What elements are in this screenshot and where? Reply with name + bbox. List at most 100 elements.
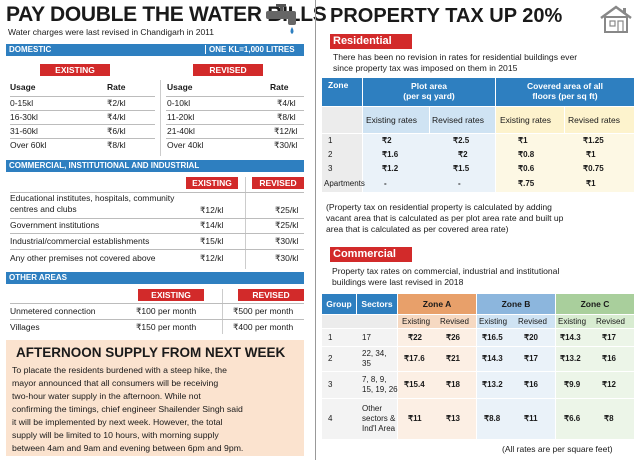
col-rate-existing: Rate (107, 82, 126, 92)
table-cell: 15, 19, 26 (362, 385, 398, 394)
existing-label: Existing (402, 317, 431, 326)
list-item: Unmetered connection (10, 306, 96, 316)
table-cell: ₹14.3 (560, 333, 581, 342)
existing-rates-label: Existing rates (500, 115, 552, 125)
table-cell: ₹16.5 (482, 333, 503, 342)
residential-note: area that is calculated as per covered a… (326, 224, 509, 234)
table-cell: ₹8 (604, 414, 614, 423)
table-cell: ₹17 (524, 354, 538, 363)
table-cell: Ind'l Area (362, 424, 396, 433)
afternoon-line: between 4am and 9am and evening between … (12, 443, 244, 453)
plot-area-header: Plot area (per sq yard) (363, 78, 495, 106)
col-rate-revised: Rate (270, 82, 289, 92)
revised-label: Revised (440, 317, 469, 326)
table-cell: ₹2 (382, 136, 392, 145)
table-cell: ₹21 (446, 354, 460, 363)
existing-label: Existing (558, 317, 587, 326)
table-cell: ₹1.25 (583, 136, 604, 145)
col-usage-revised: Usage (167, 82, 193, 92)
table-cell: ₹30/kl (275, 236, 299, 246)
residential-label: Residential (330, 34, 412, 49)
plot-area-label: Plot area (411, 81, 447, 91)
table-cell: ₹12 (602, 380, 616, 389)
covered-area-header: Covered area of all floors (per sq ft) (496, 78, 634, 106)
afternoon-line: it will be implemented by next week. How… (12, 417, 223, 427)
revised-label: Revised (518, 317, 547, 326)
col-group: Group (322, 294, 356, 314)
water-title: PAY DOUBLE THE WATER BILLS (6, 3, 327, 26)
table-cell: ₹500 per month (233, 306, 294, 316)
table-row: Over 60kl (10, 140, 47, 150)
table-cell: ₹0.6 (518, 164, 535, 173)
list-item: Educational institutes, hospitals, commu… (10, 193, 175, 214)
table-row: Apartments (324, 179, 365, 188)
table-row: 16-30kl (10, 112, 38, 122)
residential-note: vacant area that is calculated as per pl… (326, 213, 564, 223)
table-cell: ₹4/kl (107, 112, 126, 122)
table-cell: ₹1 (586, 150, 596, 159)
col-sectors: Sectors (357, 294, 397, 314)
domestic-revised-label: REVISED (193, 64, 263, 76)
residential-note: (Property tax on residential property is… (326, 202, 552, 212)
table-cell: ₹25/kl (275, 220, 299, 230)
table-cell: ₹11 (524, 414, 538, 423)
zone-b-header: Zone B (477, 294, 555, 314)
table-cell: ₹20 (524, 333, 538, 342)
zone-a-header: Zone A (398, 294, 476, 314)
table-cell: 17 (362, 333, 371, 342)
residential-table: Zone Plot area (per sq yard) Covered are… (322, 78, 634, 194)
domestic-existing-label: EXISTING (40, 64, 110, 76)
table-cell: ₹8/kl (107, 140, 126, 150)
table-row: 4 (328, 414, 333, 423)
revised-rates-label: Revised rates (568, 115, 620, 125)
other-revised-label: REVISED (238, 289, 304, 301)
table-row: 2 (328, 354, 333, 363)
table-cell: ₹2.5 (453, 136, 470, 145)
afternoon-line: supply will be limited to 10 hours, with… (12, 430, 219, 440)
commercial-header: COMMERCIAL, INSTITUTIONAL AND INDUSTRIAL (6, 160, 304, 172)
commercial-footnote: (All rates are per square feet) (502, 444, 613, 454)
table-cell: ₹1.2 (382, 164, 399, 173)
table-cell: ₹12/kl (274, 126, 298, 136)
table-cell: ₹13 (446, 414, 460, 423)
house-icon (598, 4, 634, 34)
table-cell: ₹11 (408, 414, 422, 423)
table-row: 2 (328, 150, 333, 159)
table-row: 11-20kl (167, 112, 195, 122)
table-row: Over 40kl (167, 140, 204, 150)
table-cell: ₹30/kl (275, 253, 299, 263)
table-cell: 7, 8, 9, (362, 375, 387, 384)
table-row: 21-40kl (167, 126, 195, 136)
table-cell: ₹8/kl (277, 112, 296, 122)
other-areas-header: OTHER AREAS (6, 272, 304, 284)
afternoon-heading: AFTERNOON SUPPLY FROM NEXT WEEK (16, 345, 286, 360)
commercial-revised-label: REVISED (252, 177, 304, 189)
table-cell: ₹400 per month (233, 322, 294, 332)
table-cell: ₹14/kl (200, 220, 224, 230)
water-subtitle: Water charges were last revised in Chand… (8, 27, 214, 37)
table-cell: ₹8.8 (484, 414, 501, 423)
commercial-label: Commercial (330, 247, 412, 262)
residential-intro: There has been no revision in rates for … (333, 52, 578, 62)
table-row: 1 (328, 333, 333, 342)
table-cell: ₹1 (518, 136, 528, 145)
table-row: 0-15kl (10, 98, 34, 108)
zone-c-header: Zone C (556, 294, 634, 314)
table-cell: ₹22 (408, 333, 422, 342)
col-zone: Zone (322, 78, 362, 106)
table-cell: ₹2 (458, 150, 468, 159)
table-cell: - (458, 179, 461, 188)
table-cell: ₹2/kl (107, 98, 126, 108)
afternoon-line: two-hour water supply in the afternoon. … (12, 391, 201, 401)
table-row: 0-10kl (167, 98, 191, 108)
table-row: 3 (328, 164, 333, 173)
commercial-intro: buildings were last revised in 2018 (332, 277, 464, 287)
table-cell: ₹14.3 (482, 354, 503, 363)
afternoon-line: To placate the residents burdened with a… (12, 365, 227, 375)
list-item: Villages (10, 322, 40, 332)
covered-area-unit: floors (per sq ft) (532, 91, 598, 101)
table-cell: ₹1.6 (382, 150, 399, 159)
list-item: Government institutions (10, 220, 100, 230)
table-cell: ₹1.5 (453, 164, 470, 173)
tap-icon (262, 2, 302, 36)
